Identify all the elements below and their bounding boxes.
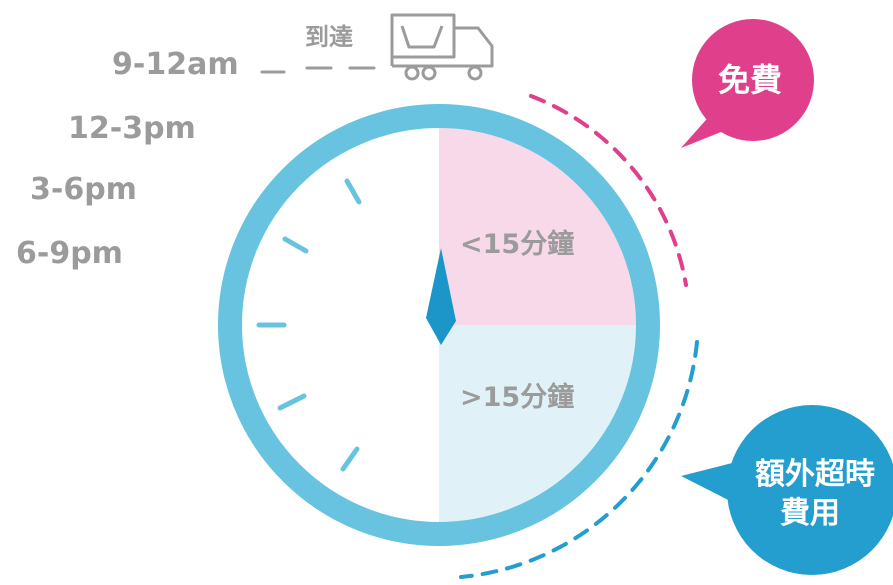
- clock-hand: [426, 248, 456, 345]
- time-slot-6-9pm: 6-9pm: [16, 236, 123, 271]
- time-slot-3-6pm: 3-6pm: [30, 172, 137, 207]
- free-bubble: [681, 19, 814, 148]
- time-slot-12-3pm: 12-3pm: [68, 111, 196, 146]
- free-window-segment: [439, 128, 636, 325]
- overtime-bubble-label-line1: 額外超時: [755, 457, 875, 492]
- time-slot-9-12am: 9-12am: [112, 47, 239, 82]
- arrival-dash-line: [260, 66, 376, 74]
- overtime-window-label: >15分鐘: [460, 382, 575, 413]
- free-bubble-label: 免費: [718, 61, 783, 99]
- free-window-label: <15分鐘: [460, 229, 575, 260]
- arrival-label: 到達: [305, 23, 353, 51]
- clock-ticks: [256, 178, 362, 472]
- overtime-window-segment: [439, 325, 636, 522]
- free-dashed-arc: [529, 94, 688, 287]
- overtime-dashed-arc: [459, 340, 699, 579]
- overtime-bubble-label-line2: 費用: [780, 496, 840, 531]
- clock-ring: [218, 104, 660, 546]
- truck-icon: [390, 13, 494, 81]
- overtime-bubble: [681, 405, 893, 575]
